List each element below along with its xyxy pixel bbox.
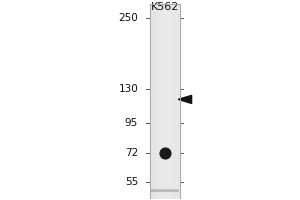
Text: 250: 250 <box>118 13 138 23</box>
Polygon shape <box>178 95 192 103</box>
Text: 55: 55 <box>125 177 138 187</box>
Bar <box>170 4 175 199</box>
Text: 95: 95 <box>125 118 138 128</box>
Text: K562: K562 <box>151 2 179 12</box>
Bar <box>175 4 180 199</box>
Bar <box>150 4 180 199</box>
Text: 72: 72 <box>125 148 138 158</box>
Bar <box>155 4 160 199</box>
Text: 130: 130 <box>118 84 138 94</box>
Bar <box>160 4 165 199</box>
Bar <box>150 4 180 199</box>
Bar <box>150 4 155 199</box>
Bar <box>165 4 170 199</box>
Point <box>163 151 167 154</box>
